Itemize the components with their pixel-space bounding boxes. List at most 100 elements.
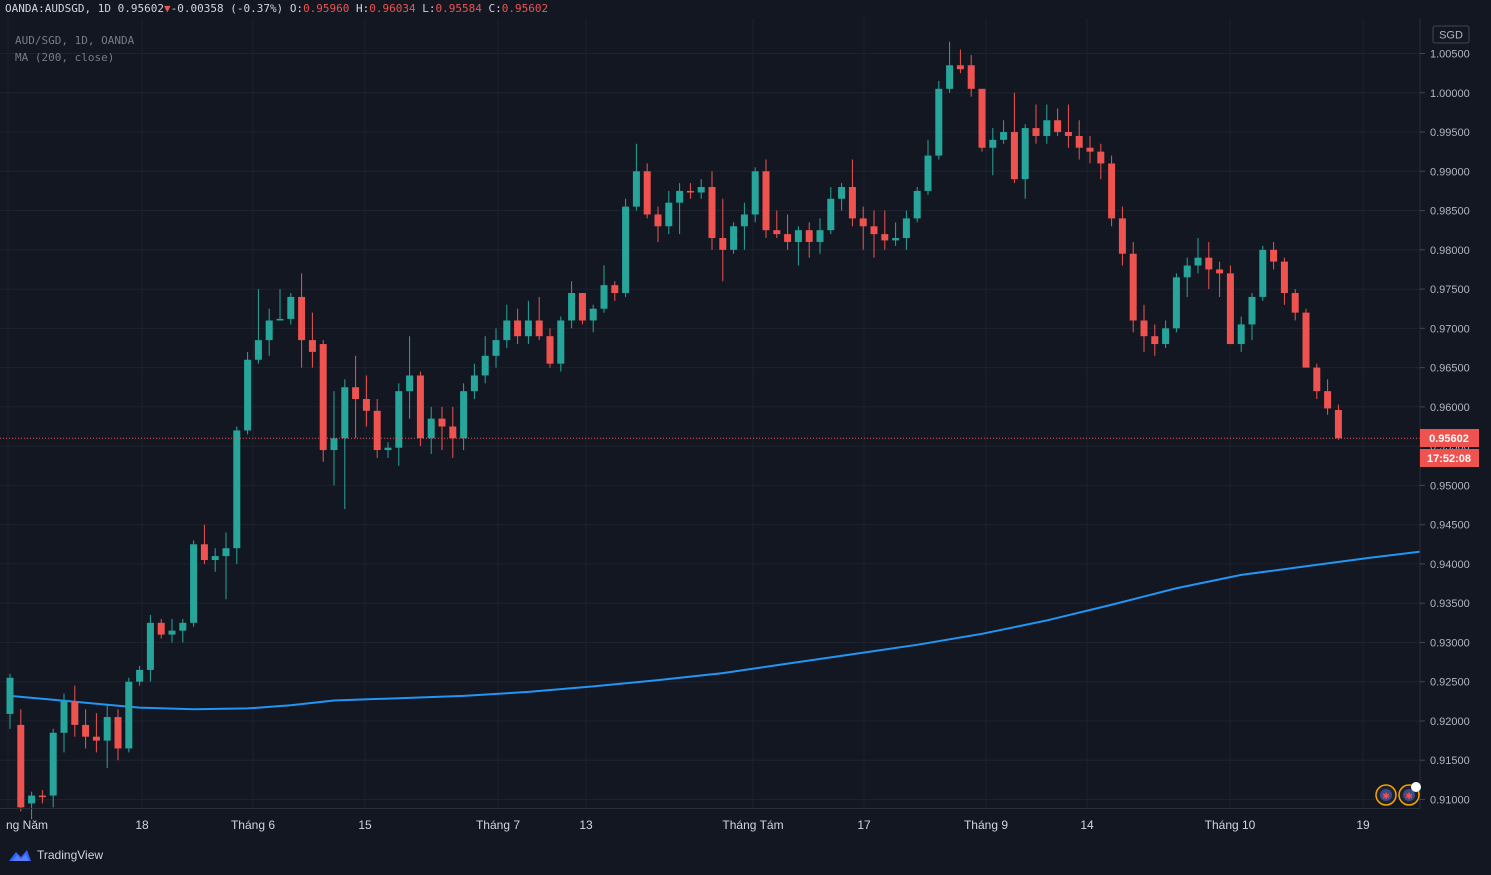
- down-arrow-icon: ▼: [163, 2, 171, 15]
- time-axis-labels: ng Năm 18 Tháng 6 15 Tháng 7 13 Tháng Tám 17 Thá…: [6, 818, 1370, 832]
- price-chart[interactable]: 1.00500 1.00000 0.99500 0.99000 0.98500 0.980…: [0, 0, 1491, 838]
- tradingview-logo[interactable]: TradingView: [8, 848, 103, 862]
- candle-body: [1000, 132, 1008, 140]
- currency-label: SGD: [1439, 30, 1463, 42]
- candle-body: [535, 320, 543, 337]
- price-axis[interactable]: [1420, 18, 1491, 838]
- candle-body: [222, 548, 230, 557]
- y-tick-label: 0.92000: [1430, 716, 1470, 728]
- symbol-name[interactable]: OANDA:AUDSGD: [5, 2, 85, 15]
- candle-body: [1237, 324, 1245, 345]
- chart-legend[interactable]: AUD/SGD, 1D, OANDA MA (200, close): [15, 32, 134, 66]
- candle-body: [28, 795, 36, 804]
- candle-body: [557, 320, 565, 364]
- candle-body: [1216, 269, 1224, 274]
- x-tick-label: 14: [1080, 818, 1094, 832]
- candle-body: [773, 230, 781, 235]
- candle-body: [611, 285, 619, 294]
- y-tick-label: 0.96000: [1430, 402, 1470, 414]
- candle-body: [514, 320, 522, 337]
- ma-line-layer: [9, 540, 1491, 711]
- candle-body: [546, 336, 554, 364]
- candle-body: [308, 340, 316, 352]
- candle-body: [805, 230, 813, 242]
- candle-body: [935, 88, 943, 156]
- countdown-value: 17:52:08: [1427, 453, 1471, 465]
- currency-badge[interactable]: SGD: [1432, 25, 1470, 44]
- candle-body: [362, 399, 370, 411]
- legend-ma[interactable]: MA (200, close): [15, 51, 115, 64]
- candle-body: [1248, 296, 1256, 325]
- legend-series[interactable]: AUD/SGD, 1D, OANDA: [15, 34, 135, 47]
- chart-grid: [0, 18, 1420, 808]
- candle-body: [524, 320, 532, 337]
- candle-body: [1086, 147, 1094, 152]
- candle-body: [719, 238, 727, 250]
- brand-name: TradingView: [37, 848, 104, 862]
- candle-body: [125, 681, 133, 749]
- symbol-info-bar: OANDA:AUDSGD, 1D 0.95602▼-0.00358 (-0.37…: [0, 0, 1491, 18]
- candle-body: [265, 320, 273, 341]
- y-tick-label: 0.99000: [1430, 166, 1470, 178]
- candle-body: [967, 65, 975, 89]
- candle-body: [1097, 151, 1105, 164]
- price-change: -0.00358: [170, 2, 224, 15]
- y-tick-label: 0.91000: [1430, 795, 1470, 807]
- candle-body: [632, 171, 640, 207]
- candle-body: [697, 186, 705, 193]
- candle-body: [1075, 135, 1083, 148]
- candle-body: [1032, 128, 1040, 136]
- candle-body: [71, 701, 79, 725]
- candle-body: [902, 218, 910, 239]
- candle-body: [1129, 253, 1137, 321]
- y-tick-label: 0.97000: [1430, 323, 1470, 335]
- candle-body: [168, 630, 176, 635]
- candle-body: [881, 234, 889, 241]
- open-value: 0.95960: [303, 2, 350, 15]
- candle-body: [827, 198, 835, 231]
- candle-body: [989, 139, 997, 148]
- y-tick-label: 0.98000: [1430, 245, 1470, 257]
- event-icon-2[interactable]: ✱: [1398, 782, 1421, 806]
- candle-body: [589, 308, 597, 321]
- candle-body: [859, 218, 867, 227]
- candle-body: [730, 226, 738, 250]
- y-tick-label: 0.97500: [1430, 284, 1470, 296]
- y-tick-label: 0.94500: [1430, 520, 1470, 532]
- candle-body: [568, 293, 576, 321]
- candle-body: [1302, 312, 1310, 368]
- candle-body: [416, 375, 424, 439]
- candle-body: [373, 410, 381, 451]
- candle-body: [1010, 132, 1018, 180]
- candle-body: [1118, 218, 1126, 254]
- candle-body: [978, 88, 986, 148]
- candle-body: [913, 190, 921, 219]
- price-badge-value: 0.95602: [1429, 433, 1469, 445]
- candle-body: [740, 214, 748, 227]
- candle-body: [330, 438, 338, 451]
- candle-body: [449, 426, 457, 439]
- candle-body: [643, 171, 651, 215]
- candle-body: [276, 318, 284, 321]
- candle-body: [179, 622, 187, 631]
- candle-body: [1259, 249, 1267, 297]
- interval[interactable]: 1D: [97, 2, 111, 15]
- open-label: O:: [289, 2, 304, 15]
- y-tick-label: 0.92500: [1430, 677, 1470, 689]
- candle-body: [92, 736, 100, 741]
- candle-body: [254, 340, 262, 360]
- candle-body: [762, 171, 770, 231]
- candle-body: [438, 418, 446, 427]
- y-tick-label: 0.95000: [1430, 480, 1470, 492]
- candle-body: [395, 391, 403, 448]
- candle-body: [6, 677, 14, 714]
- candle-body: [319, 344, 327, 451]
- candle-body: [190, 544, 198, 623]
- candle-body: [1270, 249, 1278, 262]
- event-icon-1[interactable]: ✱: [1375, 784, 1397, 806]
- close-label: C:: [488, 2, 502, 15]
- candle-body: [1162, 328, 1170, 345]
- candle-body: [816, 230, 824, 242]
- candle-body: [946, 65, 954, 89]
- x-tick-label: Tháng Tám: [722, 818, 783, 832]
